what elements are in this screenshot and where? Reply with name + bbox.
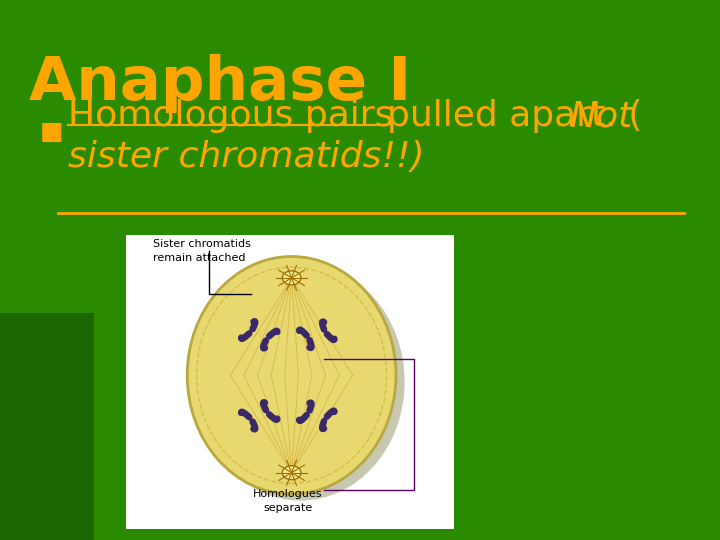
Text: Homologous pairs: Homologous pairs [68,99,405,133]
FancyBboxPatch shape [126,235,454,529]
Circle shape [282,465,301,480]
Text: Sister chromatids: Sister chromatids [153,239,251,249]
Text: remain attached: remain attached [153,253,246,263]
FancyBboxPatch shape [0,313,94,540]
Text: Anaphase I: Anaphase I [29,54,411,113]
Text: ■: ■ [40,120,63,144]
Text: separate: separate [264,503,312,512]
Ellipse shape [196,263,405,501]
Text: Not: Not [569,99,632,133]
Circle shape [282,271,301,285]
Ellipse shape [187,256,396,494]
Text: sister chromatids!!): sister chromatids!!) [68,140,425,173]
Text: pulled apart. (: pulled apart. ( [387,99,642,133]
Text: Homologues: Homologues [253,489,323,499]
